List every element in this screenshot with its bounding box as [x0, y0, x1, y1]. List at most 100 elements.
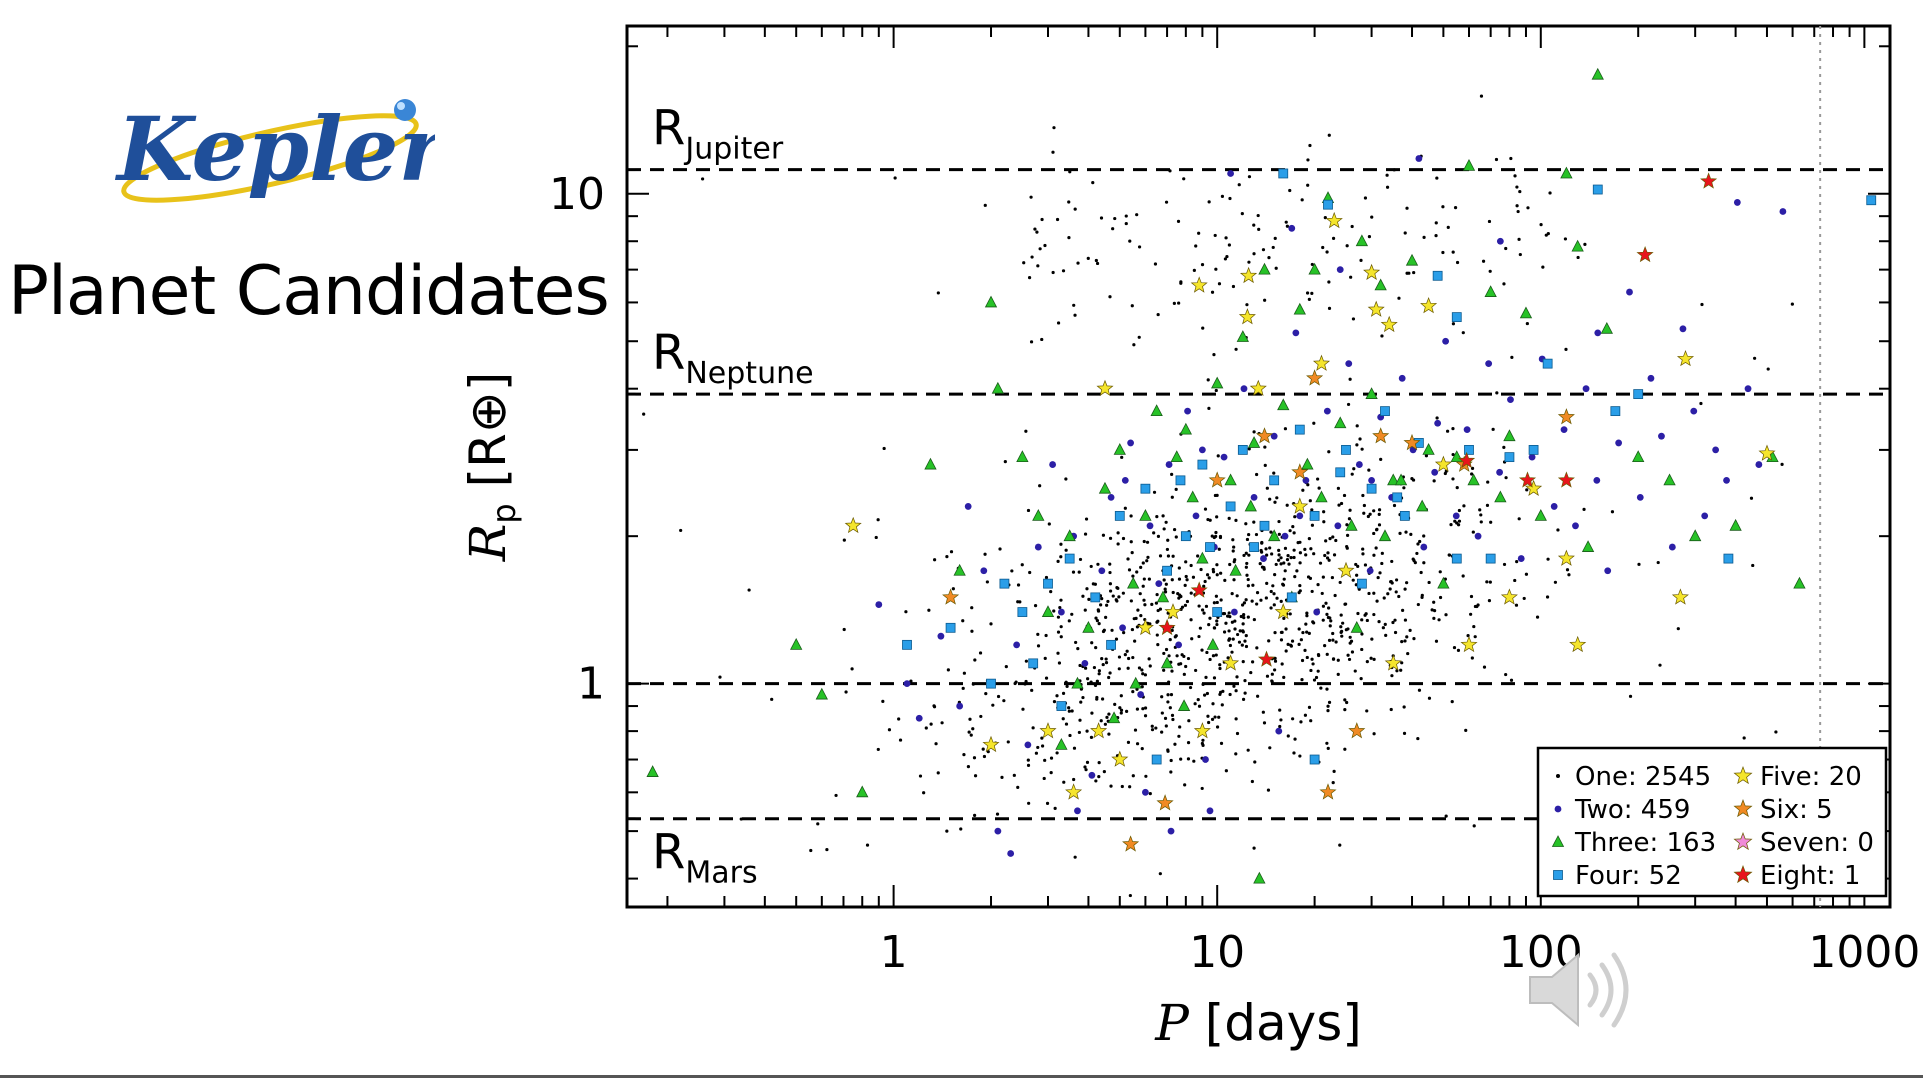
data-point-three	[1405, 253, 1419, 266]
data-point-one	[1073, 207, 1077, 211]
data-point-one	[1117, 655, 1122, 659]
data-point-one	[1194, 244, 1198, 248]
data-point-one	[1068, 733, 1072, 738]
data-point-one	[1170, 578, 1174, 582]
data-point-one	[945, 829, 949, 833]
data-point-one	[1461, 574, 1465, 578]
data-point-one	[1303, 648, 1307, 652]
data-point-three	[1229, 563, 1242, 576]
data-point-one	[1514, 603, 1519, 607]
data-point-one	[1162, 668, 1166, 672]
data-point-one	[1268, 546, 1272, 550]
data-point-one	[1242, 613, 1246, 617]
data-point-one	[1078, 663, 1082, 668]
data-point-one	[1309, 668, 1313, 673]
data-point-one	[1300, 658, 1305, 663]
data-point-two	[1572, 522, 1579, 530]
data-point-one	[1343, 698, 1347, 702]
data-point-one	[1056, 321, 1061, 325]
data-point-one	[1024, 429, 1028, 433]
data-point-one	[1189, 591, 1193, 595]
data-point-three	[1055, 737, 1068, 750]
data-point-three	[1581, 540, 1595, 552]
data-point-one	[1370, 215, 1374, 219]
data-point-one	[1243, 691, 1247, 695]
data-point-three	[856, 785, 869, 798]
data-point-one	[1247, 175, 1252, 179]
data-point-eight	[1700, 172, 1718, 189]
data-point-one	[1033, 227, 1037, 231]
data-point-one	[1277, 553, 1281, 557]
data-point-one	[1230, 650, 1234, 654]
data-point-one	[1408, 628, 1412, 632]
data-point-three	[1345, 518, 1358, 531]
data-point-one	[1006, 740, 1010, 744]
data-point-three	[1113, 443, 1126, 455]
data-point-four	[1114, 510, 1125, 521]
legend-box	[1536, 746, 1888, 898]
data-point-two	[980, 567, 988, 575]
data-point-one	[1325, 741, 1329, 745]
data-point-one	[1204, 604, 1209, 608]
data-point-three	[1041, 605, 1055, 617]
data-point-four	[1197, 459, 1208, 470]
data-point-one	[970, 629, 974, 633]
data-point-one	[1742, 736, 1746, 740]
data-point-one	[1443, 471, 1447, 476]
data-point-one	[1120, 784, 1124, 789]
data-point-one	[1061, 717, 1065, 721]
data-point-one	[1451, 427, 1455, 431]
data-point-one	[1163, 716, 1168, 720]
data-point-one	[1186, 656, 1191, 661]
data-point-two	[1250, 493, 1258, 501]
data-point-one	[1441, 205, 1445, 209]
data-point-one	[1245, 537, 1250, 542]
data-point-three	[790, 637, 803, 650]
data-point-one	[1237, 640, 1242, 644]
data-point-one	[1286, 642, 1290, 646]
data-point-one	[1389, 707, 1393, 712]
data-point-one	[876, 518, 880, 522]
data-point-one	[1272, 592, 1276, 596]
data-point-one	[1397, 296, 1401, 300]
data-point-one	[1348, 641, 1352, 645]
data-point-one	[1089, 564, 1093, 569]
data-point-one	[1289, 644, 1293, 648]
data-point-one	[1405, 581, 1409, 585]
data-point-one	[1336, 658, 1340, 662]
data-point-two	[1345, 360, 1353, 368]
data-point-eight	[1458, 451, 1476, 469]
data-point-one	[1095, 619, 1100, 623]
data-point-one	[1234, 689, 1238, 693]
data-point-six	[1403, 433, 1421, 451]
speaker-icon[interactable]	[1520, 945, 1640, 1035]
data-point-one	[1307, 536, 1311, 541]
data-point-one	[1367, 468, 1371, 472]
data-point-one	[1352, 467, 1356, 471]
data-point-one	[874, 535, 878, 540]
data-point-three	[1394, 473, 1408, 486]
bottom-divider	[0, 1075, 1923, 1078]
data-point-one	[1089, 735, 1094, 739]
data-point-one	[1086, 677, 1090, 681]
data-point-one	[1308, 499, 1312, 503]
data-point-one	[1242, 553, 1246, 558]
data-point-one	[1372, 612, 1376, 617]
data-point-four	[1432, 270, 1443, 281]
data-point-one	[1433, 609, 1437, 613]
data-point-one	[1170, 628, 1174, 633]
data-point-one	[844, 690, 848, 694]
data-point-one	[1350, 650, 1355, 654]
data-point-one	[1286, 734, 1290, 738]
data-point-one	[1119, 708, 1124, 712]
data-point-one	[1427, 580, 1431, 585]
data-point-one	[1331, 236, 1336, 240]
data-point-one	[1288, 612, 1292, 616]
data-point-one	[1081, 695, 1085, 700]
data-point-five	[1367, 300, 1385, 317]
data-point-one	[1040, 337, 1044, 342]
data-point-one	[1199, 567, 1203, 572]
data-point-one	[1231, 284, 1236, 289]
data-point-one	[1044, 633, 1048, 638]
data-point-one	[972, 756, 977, 760]
